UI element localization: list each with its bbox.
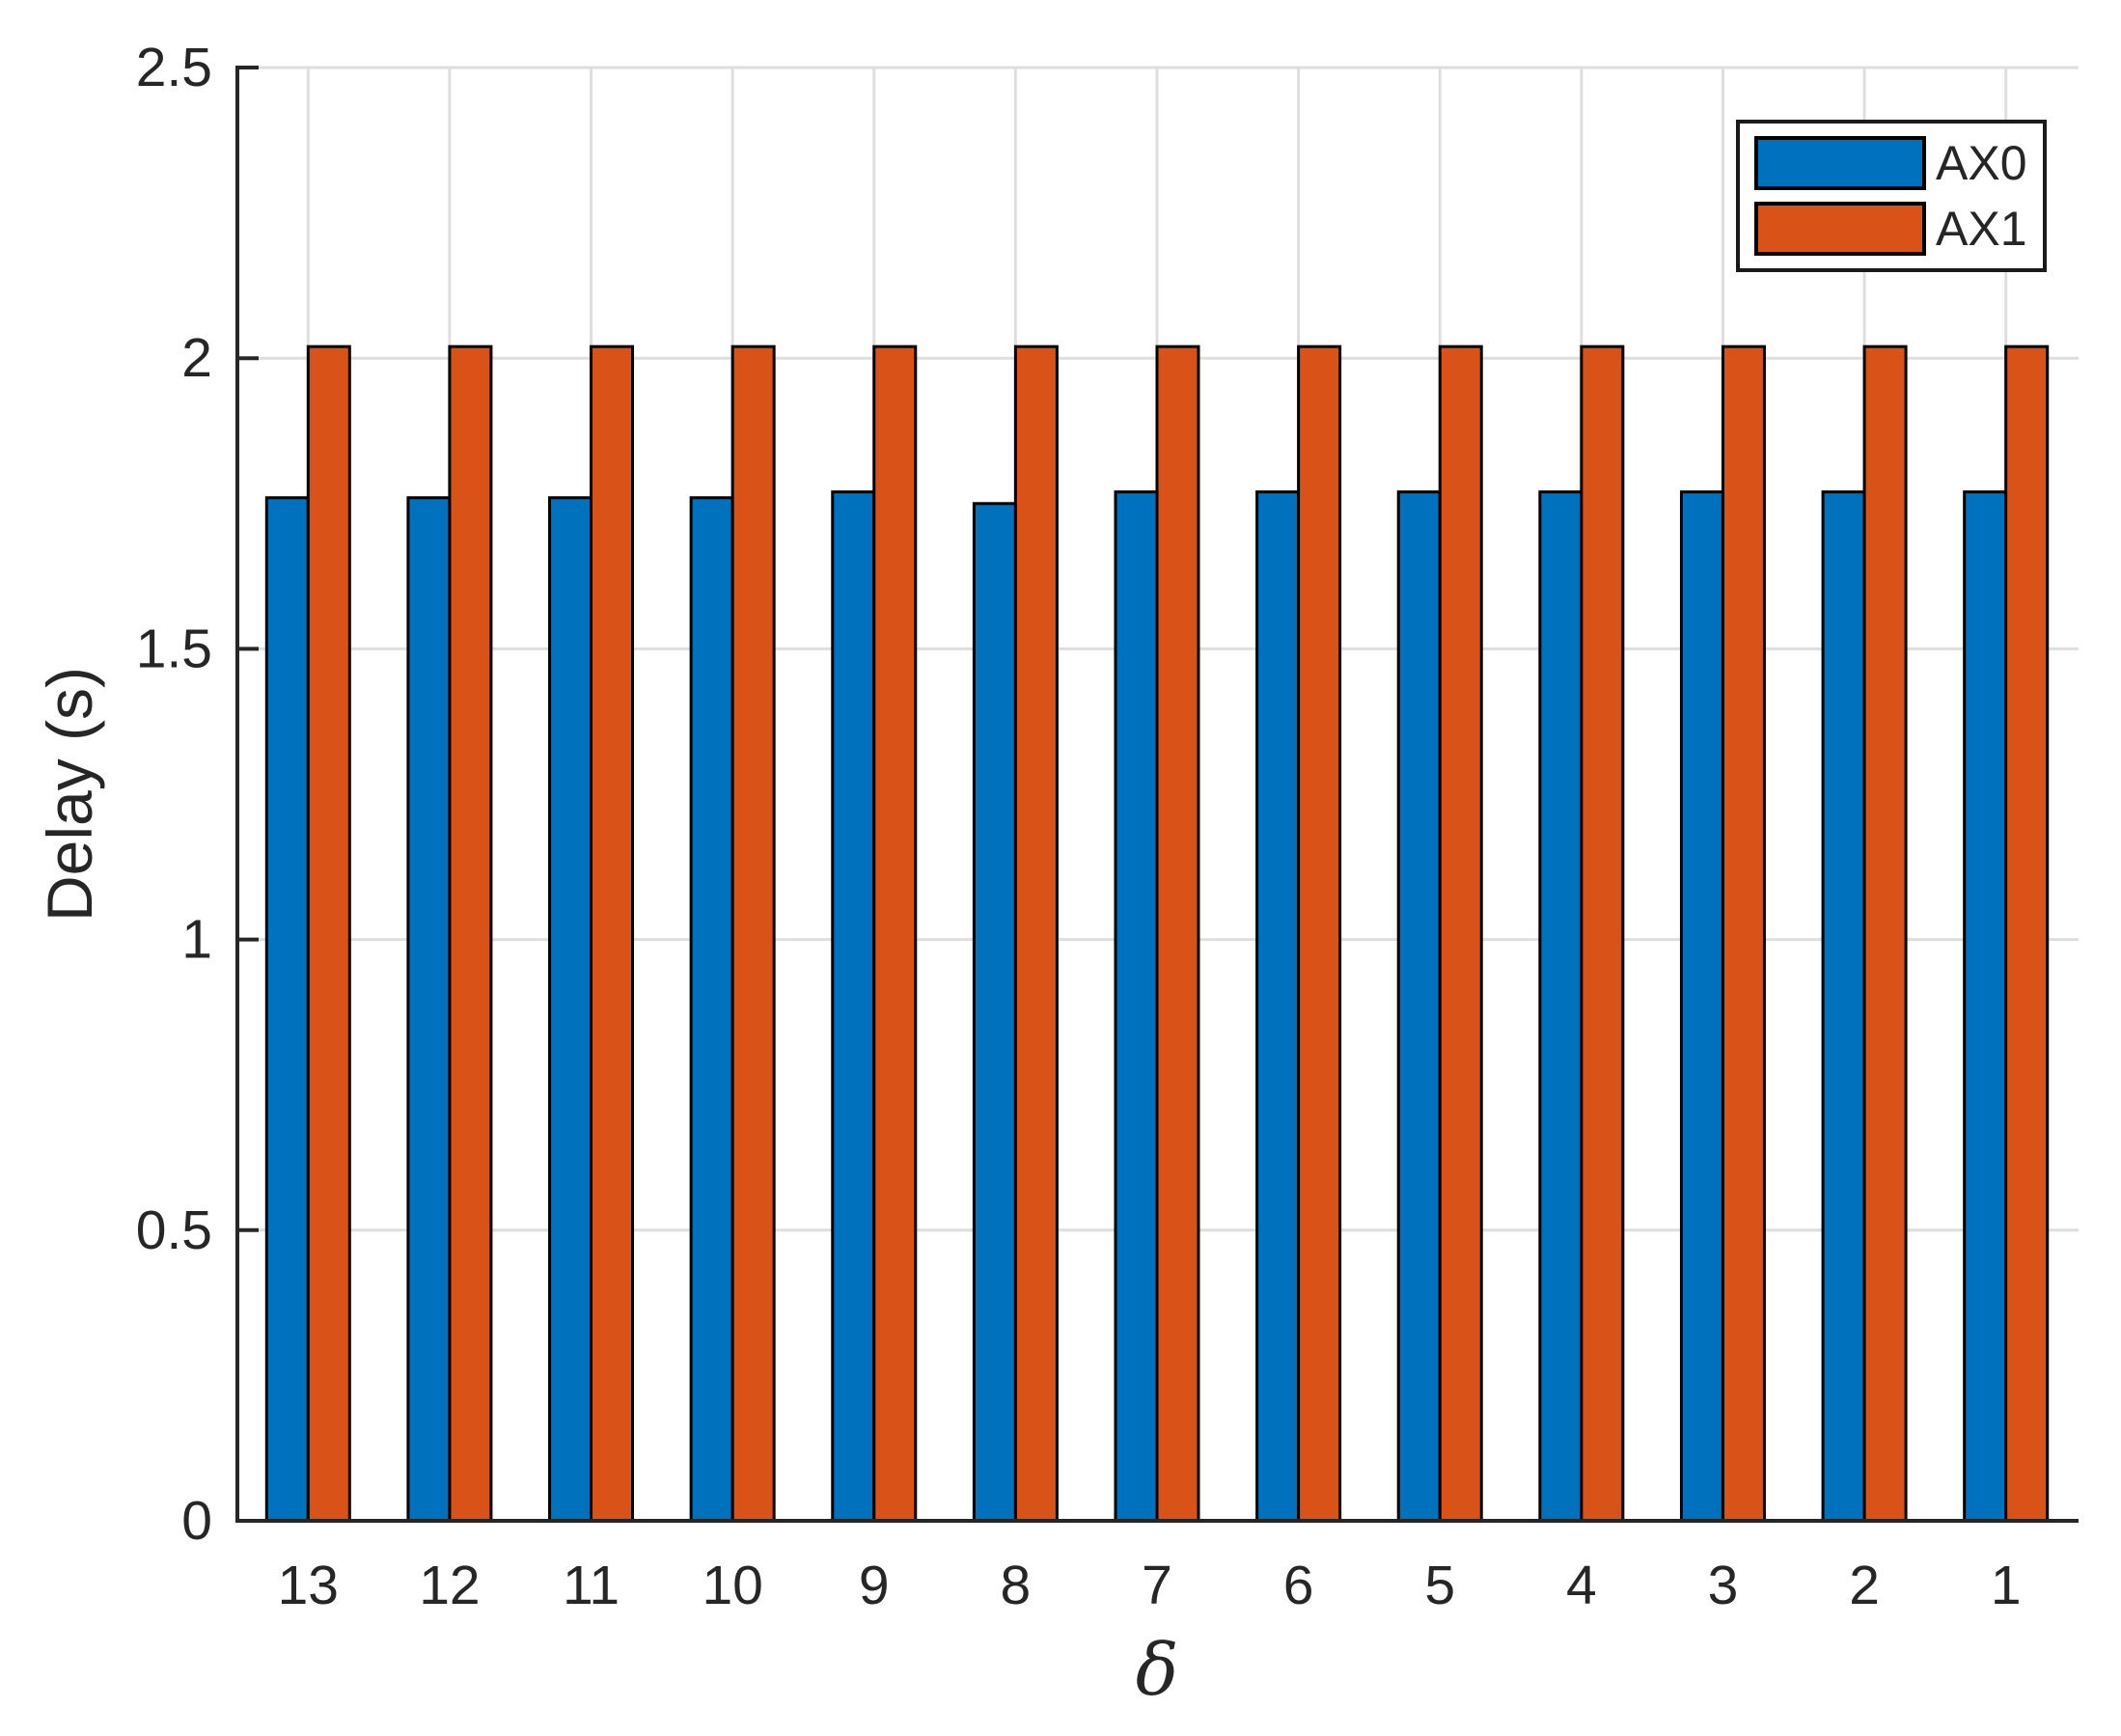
bar-ax0-8 [972,502,1017,1523]
x-tick-label: 8 [1001,1555,1032,1616]
bar-ax1-11 [590,344,635,1523]
x-tick-label: 11 [563,1555,620,1616]
bar-ax0-3 [1679,490,1724,1523]
bar-ax1-3 [1721,344,1766,1523]
y-tick-label: 2.5 [136,37,212,98]
legend-entry-ax0: AX0 [1740,135,2043,190]
bar-ax1-4 [1580,344,1625,1523]
bar-ax1-10 [730,344,776,1523]
y-tick-label: 2 [181,327,212,389]
legend-swatch-ax0 [1754,135,1926,190]
bar-ax0-2 [1821,490,1866,1523]
bar-ax0-6 [1255,490,1301,1523]
y-tick-label: 0.5 [136,1199,212,1261]
bar-ax1-7 [1155,344,1200,1523]
x-tick-label: 7 [1142,1555,1172,1616]
bar-ax1-2 [1862,344,1908,1523]
x-tick-label: 12 [419,1555,480,1616]
bar-ax1-1 [2004,344,2050,1523]
bar-ax1-13 [306,344,351,1523]
y-tick-label: 1.5 [136,618,212,679]
bar-ax0-13 [264,496,310,1523]
bar-ax0-1 [1963,490,2008,1523]
y-tick-label: 0 [181,1490,212,1552]
legend-entry-ax1: AX1 [1740,202,2043,257]
x-tick-label: 13 [278,1555,339,1616]
legend-label-ax0: AX0 [1936,135,2027,190]
bar-ax0-12 [406,496,452,1523]
x-axis-label: δ [1135,1629,1179,1712]
bar-ax0-11 [548,496,593,1523]
y-tick-label: 1 [181,909,212,971]
x-tick-label: 6 [1283,1555,1314,1616]
bar-ax0-7 [1114,490,1159,1523]
bar-ax0-10 [689,496,734,1523]
legend: AX0 AX1 [1736,120,2047,272]
x-tick-label: 3 [1708,1555,1739,1616]
bar-ax0-4 [1538,490,1584,1523]
bar-ax1-9 [872,344,918,1523]
bar-ax0-5 [1396,490,1442,1523]
x-tick-label: 4 [1566,1555,1597,1616]
legend-swatch-ax1 [1754,202,1926,257]
bar-ax1-12 [448,344,493,1523]
x-tick-label: 9 [859,1555,890,1616]
y-axis-label: Delay (s) [34,666,105,923]
bar-ax0-9 [831,490,876,1523]
x-tick-label: 1 [1991,1555,2022,1616]
legend-label-ax1: AX1 [1936,202,2027,257]
bar-ax1-6 [1297,344,1342,1523]
bar-ax1-8 [1013,344,1059,1523]
x-tick-label: 2 [1849,1555,1880,1616]
x-tick-label: 10 [702,1555,762,1616]
x-tick-label: 5 [1424,1555,1455,1616]
bar-ax1-5 [1438,344,1483,1523]
